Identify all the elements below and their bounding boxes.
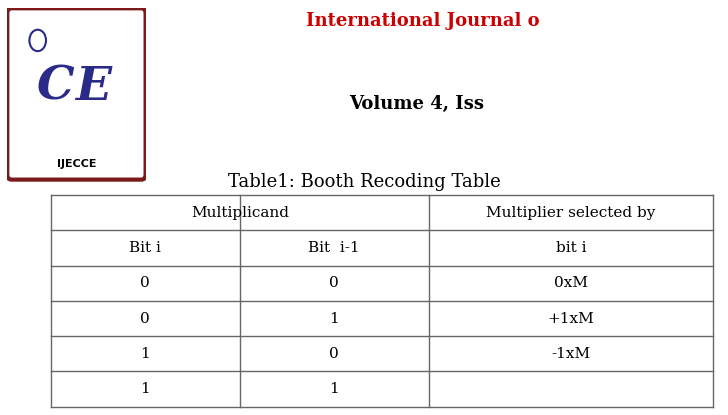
Text: Multiplier selected by: Multiplier selected by — [0, 414, 1, 415]
Text: 0: 0 — [329, 347, 339, 361]
Text: 1: 1 — [329, 312, 339, 325]
Text: -1xM: -1xM — [551, 347, 590, 361]
Text: Bit i: Bit i — [130, 241, 162, 255]
Text: 1: 1 — [329, 382, 339, 396]
FancyBboxPatch shape — [7, 8, 146, 180]
Text: Multiplicand: Multiplicand — [191, 206, 289, 220]
Text: 0: 0 — [141, 276, 150, 290]
Text: +1xM: +1xM — [547, 312, 594, 325]
Text: bit i: bit i — [555, 241, 586, 255]
Text: C: C — [37, 64, 74, 110]
Text: 0: 0 — [329, 276, 339, 290]
Text: 0: 0 — [141, 312, 150, 325]
Text: IJECCE: IJECCE — [57, 159, 96, 168]
Text: 1: 1 — [141, 382, 150, 396]
Text: Bit  i-1: Bit i-1 — [309, 241, 360, 255]
Text: Multiplier selected by: Multiplier selected by — [486, 206, 656, 220]
Text: E: E — [75, 64, 111, 110]
Text: 1: 1 — [141, 347, 150, 361]
Text: 0xM: 0xM — [554, 276, 588, 290]
Text: Volume 4, Iss: Volume 4, Iss — [349, 95, 484, 113]
Text: Table1: Booth Recoding Table: Table1: Booth Recoding Table — [228, 173, 500, 191]
Text: International Journal o: International Journal o — [306, 12, 539, 30]
